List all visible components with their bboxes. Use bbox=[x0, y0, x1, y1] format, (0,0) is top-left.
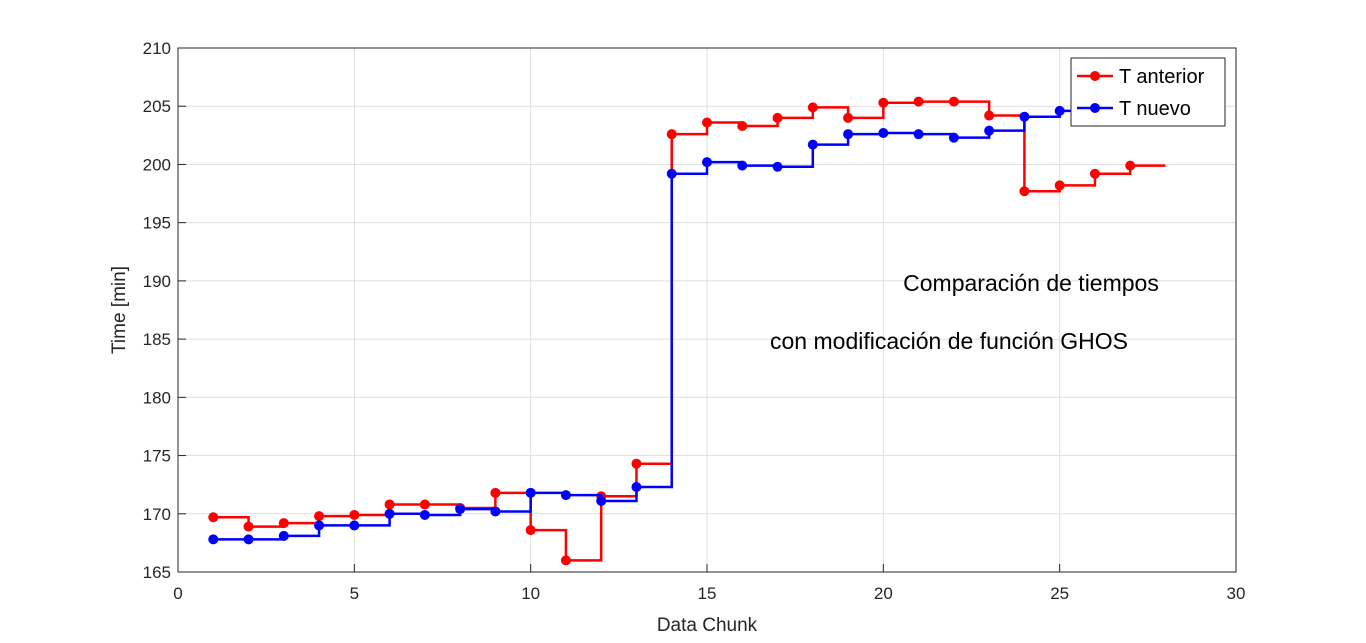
data-point-t-anterior bbox=[490, 487, 501, 498]
y-tick-label: 205 bbox=[143, 97, 171, 116]
data-point-t-anterior bbox=[737, 121, 748, 132]
data-point-t-nuevo bbox=[984, 125, 995, 136]
data-point-t-nuevo bbox=[631, 481, 642, 492]
series-line-t-anterior bbox=[213, 100, 1166, 562]
data-point-t-anterior bbox=[772, 112, 783, 123]
data-point-t-anterior bbox=[1019, 186, 1030, 197]
data-point-t-nuevo bbox=[208, 534, 219, 545]
legend-box bbox=[1070, 57, 1226, 127]
x-tick-label: 30 bbox=[1227, 584, 1246, 603]
y-tick-label: 195 bbox=[143, 214, 171, 233]
data-point-t-nuevo bbox=[349, 520, 360, 531]
data-point-t-anterior bbox=[843, 112, 854, 123]
data-point-t-nuevo bbox=[807, 139, 818, 150]
legend-label-t-anterior: T anterior bbox=[1119, 66, 1205, 88]
data-point-t-nuevo bbox=[948, 132, 959, 143]
x-tick-label: 15 bbox=[698, 584, 717, 603]
annotation-line-1: Comparación de tiempos bbox=[903, 270, 1159, 296]
x-tick-label: 25 bbox=[1050, 584, 1069, 603]
data-point-t-anterior bbox=[984, 110, 995, 121]
tick-labels: 0 5 10 15 20 25 30 165 170 175 180 185 190 195 200 205 2… bbox=[143, 39, 1246, 603]
y-tick-label: 190 bbox=[143, 272, 171, 291]
data-point-t-nuevo bbox=[666, 168, 677, 179]
data-point-t-nuevo bbox=[243, 534, 254, 545]
data-point-t-anterior bbox=[948, 96, 959, 107]
data-point-t-anterior bbox=[208, 512, 219, 523]
legend-label-t-nuevo: T nuevo bbox=[1119, 98, 1191, 120]
data-point-t-nuevo bbox=[772, 161, 783, 172]
data-point-t-nuevo bbox=[843, 129, 854, 140]
data-point-t-nuevo bbox=[878, 128, 889, 139]
data-point-t-anterior bbox=[560, 555, 571, 566]
x-tick-label: 5 bbox=[350, 584, 359, 603]
data-point-t-anterior bbox=[278, 518, 289, 529]
data-point-t-nuevo bbox=[737, 160, 748, 171]
data-point-t-nuevo bbox=[455, 504, 466, 515]
data-point-t-anterior bbox=[631, 458, 642, 469]
legend-marker-t-anterior bbox=[1090, 71, 1100, 81]
y-tick-label: 185 bbox=[143, 330, 171, 349]
data-point-t-nuevo bbox=[490, 506, 501, 517]
data-point-t-nuevo bbox=[525, 487, 536, 498]
data-point-t-anterior bbox=[1054, 180, 1065, 191]
annotation-line-2: con modificación de función GHOS bbox=[770, 328, 1128, 354]
data-point-t-anterior bbox=[1089, 168, 1100, 179]
data-point-t-anterior bbox=[666, 129, 677, 140]
y-axis-title: Time [min] bbox=[109, 266, 130, 354]
data-point-t-anterior bbox=[314, 511, 325, 522]
data-point-t-nuevo bbox=[702, 157, 712, 168]
data-point-t-nuevo bbox=[278, 530, 289, 541]
data-point-t-nuevo bbox=[419, 509, 430, 520]
y-tick-label: 165 bbox=[143, 563, 171, 582]
x-tick-label: 10 bbox=[521, 584, 540, 603]
data-point-t-anterior bbox=[913, 96, 924, 107]
data-point-t-anterior bbox=[419, 499, 430, 510]
legend: T anterior T nuevo bbox=[1070, 57, 1226, 127]
y-tick-label: 210 bbox=[143, 39, 171, 58]
data-point-t-anterior bbox=[243, 521, 254, 532]
data-point-t-anterior bbox=[807, 102, 818, 113]
y-tick-label: 200 bbox=[143, 155, 171, 174]
data-point-t-nuevo bbox=[314, 520, 325, 531]
data-point-t-nuevo bbox=[1019, 111, 1030, 122]
data-point-t-nuevo bbox=[384, 508, 395, 519]
data-point-t-anterior bbox=[349, 509, 360, 520]
data-point-t-anterior bbox=[878, 97, 889, 108]
data-point-t-anterior bbox=[384, 499, 395, 510]
data-point-t-anterior bbox=[525, 525, 536, 536]
series-group bbox=[208, 96, 1166, 566]
y-tick-label: 170 bbox=[143, 505, 171, 524]
x-tick-label: 0 bbox=[173, 584, 182, 603]
y-tick-label: 180 bbox=[143, 388, 171, 407]
data-point-t-nuevo bbox=[913, 129, 924, 140]
plot-border bbox=[177, 47, 1237, 573]
data-point-t-nuevo bbox=[1054, 105, 1065, 116]
x-axis-title: Data Chunk bbox=[657, 615, 758, 636]
data-point-t-nuevo bbox=[596, 495, 607, 506]
x-tick-label: 20 bbox=[874, 584, 893, 603]
data-point-t-anterior bbox=[702, 117, 712, 128]
data-point-t-anterior bbox=[1125, 160, 1136, 171]
legend-marker-t-nuevo bbox=[1090, 103, 1100, 113]
y-tick-label: 175 bbox=[143, 447, 171, 466]
data-point-t-nuevo bbox=[560, 490, 571, 501]
